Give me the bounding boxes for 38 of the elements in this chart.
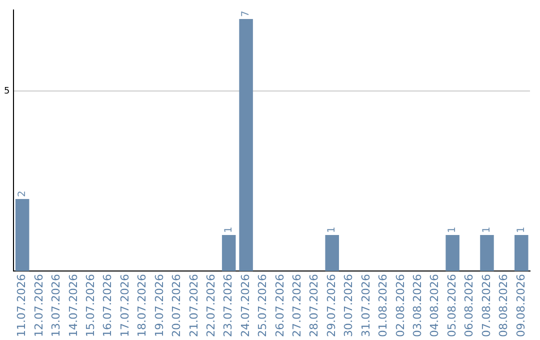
- x-tick-label: 27.07.2026: [290, 274, 304, 338]
- x-tick-label: 11.07.2026: [15, 274, 28, 338]
- x-tick-label: 22.07.2026: [204, 274, 218, 338]
- x-tick-label: 24.07.2026: [238, 274, 252, 338]
- x-tick-label: 17.07.2026: [118, 274, 132, 338]
- x-tick-label: 25.07.2026: [256, 274, 270, 338]
- x-tick-label: 20.07.2026: [170, 274, 184, 338]
- x-tick-label: 29.07.2026: [324, 274, 338, 338]
- data-label: 1: [516, 226, 527, 234]
- x-tick-label: 18.07.2026: [136, 274, 149, 338]
- x-tick-label: 09.08.2026: [514, 274, 528, 338]
- x-tick-label: 26.07.2026: [273, 274, 286, 338]
- x-tick-label: 16.07.2026: [101, 274, 114, 338]
- x-tick-label: 01.08.2026: [376, 274, 390, 338]
- x-tick-label: 13.07.2026: [50, 274, 63, 338]
- x-tick-label: 07.08.2026: [480, 274, 493, 338]
- data-label: 1: [482, 226, 493, 234]
- x-tick-label: 05.08.2026: [445, 274, 458, 338]
- y-tick-label: 5: [4, 86, 10, 96]
- data-label: 1: [447, 226, 458, 234]
- x-tick-label: 21.07.2026: [187, 274, 200, 338]
- x-tick-label: 23.07.2026: [222, 274, 235, 338]
- x-tick-label: 15.07.2026: [84, 274, 98, 338]
- x-tick-label: 04.08.2026: [428, 274, 442, 338]
- x-tick-label: 14.07.2026: [66, 274, 80, 338]
- x-tick-label: 19.07.2026: [152, 274, 166, 338]
- data-label: 7: [240, 10, 252, 17]
- x-tick-label: 03.08.2026: [411, 274, 424, 338]
- data-label: 2: [16, 190, 28, 198]
- x-tick-label: 12.07.2026: [32, 274, 46, 338]
- x-tick-label: 30.07.2026: [342, 274, 356, 338]
- x-tick-label: 28.07.2026: [308, 274, 321, 338]
- data-label: 1: [326, 226, 338, 234]
- x-tick-label: 06.08.2026: [462, 274, 476, 338]
- x-tick-label: 08.08.2026: [497, 274, 510, 338]
- x-tick-label: 02.08.2026: [394, 274, 407, 338]
- x-tick-label: 31.07.2026: [359, 274, 372, 338]
- data-label: 1: [223, 226, 234, 234]
